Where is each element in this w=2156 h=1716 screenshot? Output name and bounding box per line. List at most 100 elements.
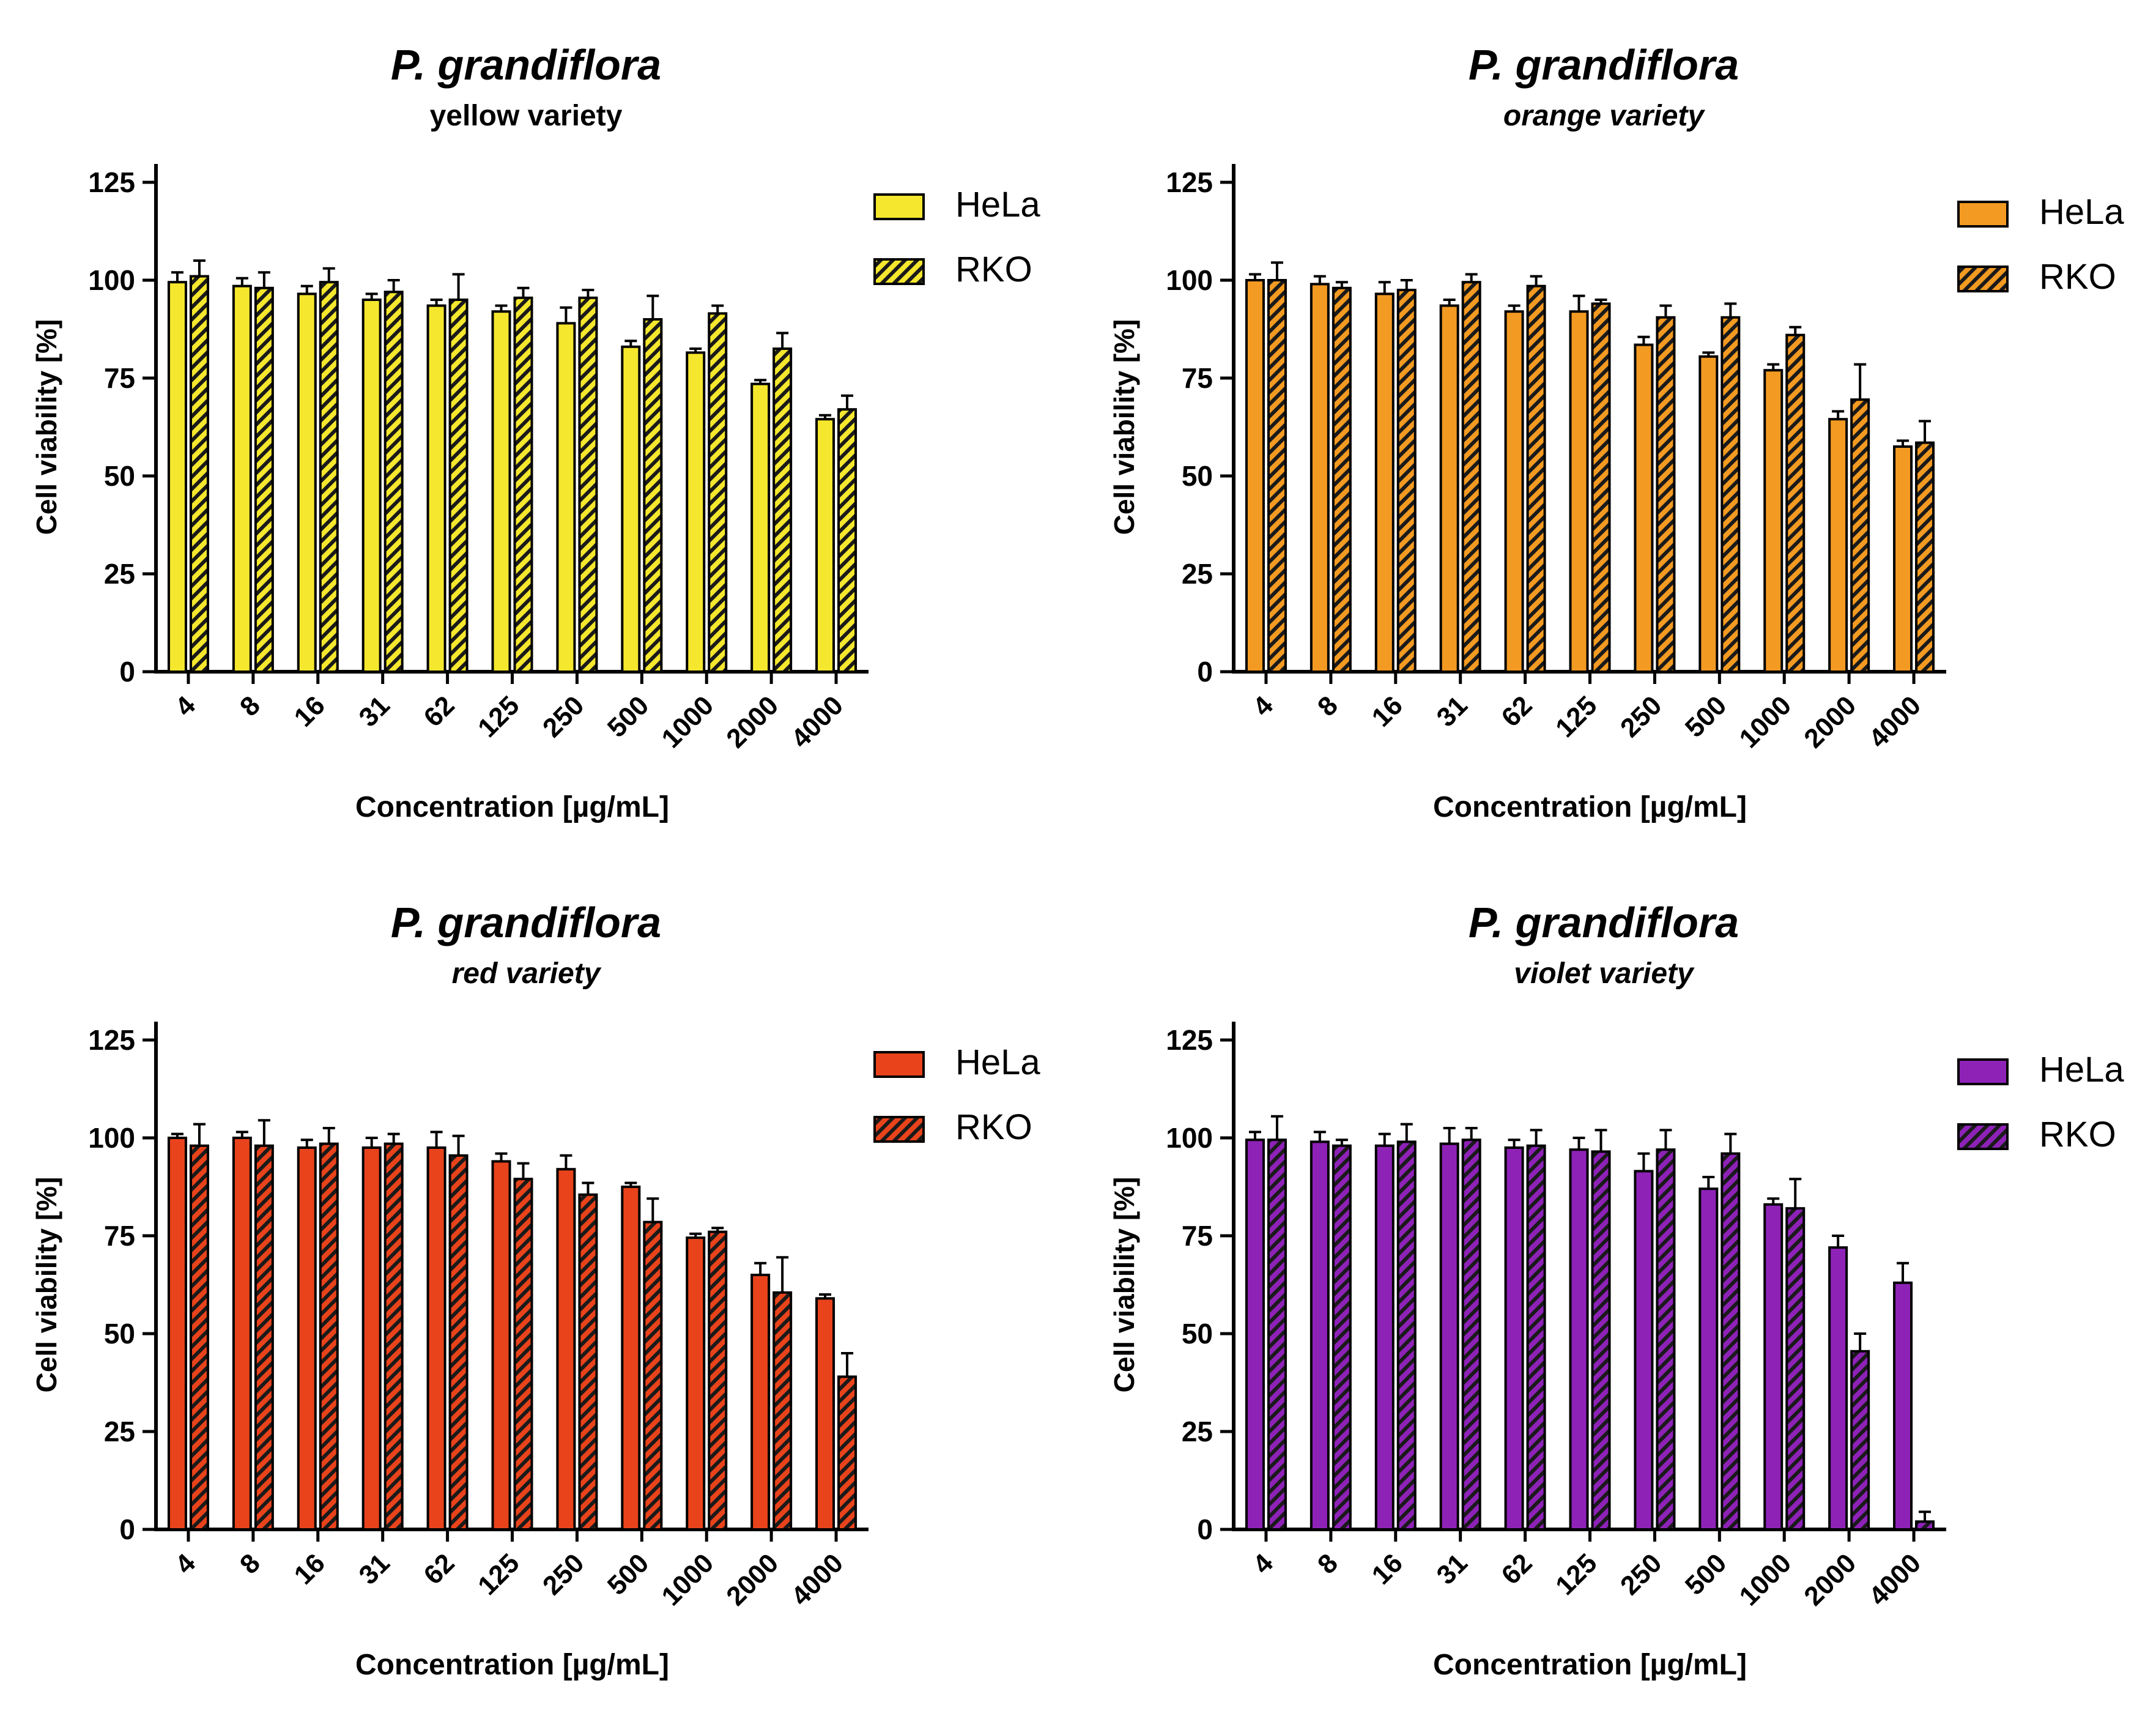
legend-swatch-rko — [1957, 1123, 2009, 1150]
bar-rko-125 — [1591, 1150, 1611, 1531]
bar-hela-4000 — [1893, 445, 1913, 673]
bar-rko-1000 — [708, 312, 728, 673]
chart-subtitle: violet variety — [1514, 957, 1695, 990]
bar-hela-2000 — [1828, 1246, 1848, 1531]
y-axis-label: Cell viability [%] — [1108, 319, 1140, 535]
y-tick-label: 75 — [104, 1220, 135, 1252]
bar-rko-4000 — [837, 408, 858, 673]
bar-hela-16 — [1374, 1144, 1395, 1531]
bar-rko-2000 — [772, 347, 793, 673]
bar-hela-500 — [621, 1186, 641, 1531]
bar-hela-2000 — [750, 1274, 771, 1531]
x-tick-label: 4000 — [1863, 690, 1927, 754]
bar-rko-4 — [189, 1144, 209, 1531]
legend-swatch-hela — [873, 1051, 925, 1078]
x-tick-label: 2000 — [1798, 1548, 1862, 1611]
y-tick-label: 50 — [104, 460, 135, 492]
x-tick-label: 4000 — [785, 690, 849, 754]
chart-panel-violet: P. grandiflora violet variety Cell viabili… — [1078, 858, 2155, 1715]
x-tick-label: 250 — [1615, 1548, 1668, 1601]
x-tick-label: 4 — [169, 1548, 201, 1580]
bar-hela-8 — [232, 1137, 252, 1531]
legend-label-rko: RKO — [2039, 1115, 2116, 1154]
bar-rko-500 — [643, 318, 663, 673]
x-axis-label: Concentration [µg/mL] — [1433, 791, 1747, 823]
x-tick-label: 250 — [1615, 690, 1668, 743]
bar-rko-4000 — [1915, 441, 1935, 673]
bar-rko-4000 — [837, 1375, 858, 1531]
chart-subtitle: red variety — [452, 957, 602, 990]
y-tick-label: 0 — [1197, 1514, 1213, 1545]
bar-hela-125 — [491, 1160, 511, 1531]
chart-svg: P. grandiflora orange variety Cell viabili… — [1108, 41, 2124, 823]
y-tick-label: 25 — [1182, 1416, 1213, 1447]
bar-rko-2000 — [1850, 1350, 1870, 1531]
legend-label-hela: HeLa — [2039, 192, 2124, 232]
x-tick-label: 16 — [1366, 1548, 1409, 1590]
bar-rko-8 — [1332, 286, 1352, 673]
x-tick-label: 2000 — [1798, 690, 1862, 754]
x-axis-label: Concentration [µg/mL] — [355, 1649, 669, 1681]
y-tick-label: 100 — [88, 1122, 135, 1154]
x-tick-label: 2000 — [721, 690, 784, 754]
bar-hela-62 — [1504, 1146, 1524, 1531]
bar-rko-500 — [643, 1220, 663, 1531]
chart-panel-orange: P. grandiflora orange variety Cell viabili… — [1078, 0, 2155, 858]
bar-hela-125 — [1569, 1148, 1589, 1531]
x-tick-label: 31 — [353, 690, 395, 732]
bar-rko-31 — [1461, 1138, 1481, 1531]
x-tick-label: 16 — [289, 1548, 331, 1590]
y-axis-label: Cell viability [%] — [31, 1177, 62, 1393]
bar-hela-500 — [621, 345, 641, 673]
y-tick-label: 0 — [119, 1514, 135, 1545]
chart-subtitle: orange variety — [1503, 100, 1705, 132]
bar-rko-2000 — [1850, 398, 1870, 673]
y-tick-label: 50 — [1182, 1318, 1213, 1350]
bar-rko-250 — [1656, 316, 1676, 673]
x-axis-label: Concentration [µg/mL] — [1433, 1649, 1747, 1681]
x-tick-label: 4000 — [1863, 1548, 1927, 1611]
legend-swatch-rko — [1957, 266, 2009, 292]
y-tick-label: 125 — [1166, 166, 1213, 198]
x-tick-label: 125 — [472, 690, 525, 743]
bar-hela-16 — [297, 1146, 317, 1531]
bar-hela-2000 — [750, 382, 771, 673]
bar-rko-8 — [1332, 1144, 1352, 1531]
bar-rko-4 — [189, 275, 209, 674]
y-tick-label: 25 — [1182, 558, 1213, 590]
legend-label-hela: HeLa — [955, 1042, 1040, 1082]
bar-hela-31 — [1439, 304, 1459, 674]
bar-rko-2000 — [772, 1291, 793, 1531]
bar-hela-4 — [1245, 1138, 1265, 1531]
bar-hela-31 — [1439, 1142, 1459, 1531]
y-axis-label: Cell viability [%] — [1108, 1177, 1140, 1393]
bar-rko-16 — [1396, 289, 1417, 673]
y-tick-label: 125 — [88, 166, 135, 198]
bar-rko-62 — [1526, 284, 1546, 674]
bar-rko-31 — [383, 291, 404, 673]
x-tick-label: 62 — [418, 690, 460, 732]
bar-rko-250 — [578, 1193, 598, 1531]
chart-title: P. grandiflora — [391, 899, 661, 946]
x-tick-label: 125 — [1550, 1548, 1603, 1601]
bar-hela-125 — [1569, 310, 1589, 673]
x-tick-label: 1000 — [1733, 1548, 1797, 1611]
x-tick-label: 500 — [1680, 690, 1733, 743]
x-axis-label: Concentration [µg/mL] — [355, 791, 669, 823]
bar-hela-62 — [1504, 310, 1524, 673]
bar-hela-31 — [361, 1146, 382, 1531]
legend-label-rko: RKO — [955, 250, 1032, 289]
x-tick-label: 500 — [602, 1548, 655, 1601]
bar-hela-16 — [1374, 292, 1395, 673]
bar-hela-2000 — [1828, 418, 1848, 673]
bar-hela-8 — [232, 284, 252, 674]
x-tick-label: 125 — [472, 1548, 525, 1601]
legend-swatch-hela — [873, 193, 925, 220]
bar-rko-62 — [448, 299, 469, 673]
bar-rko-125 — [513, 1178, 533, 1531]
bar-hela-4 — [167, 281, 187, 673]
x-tick-label: 8 — [1312, 690, 1344, 722]
bar-hela-250 — [1634, 1170, 1654, 1531]
bar-rko-125 — [513, 296, 533, 673]
legend-swatch-rko — [873, 1116, 925, 1143]
